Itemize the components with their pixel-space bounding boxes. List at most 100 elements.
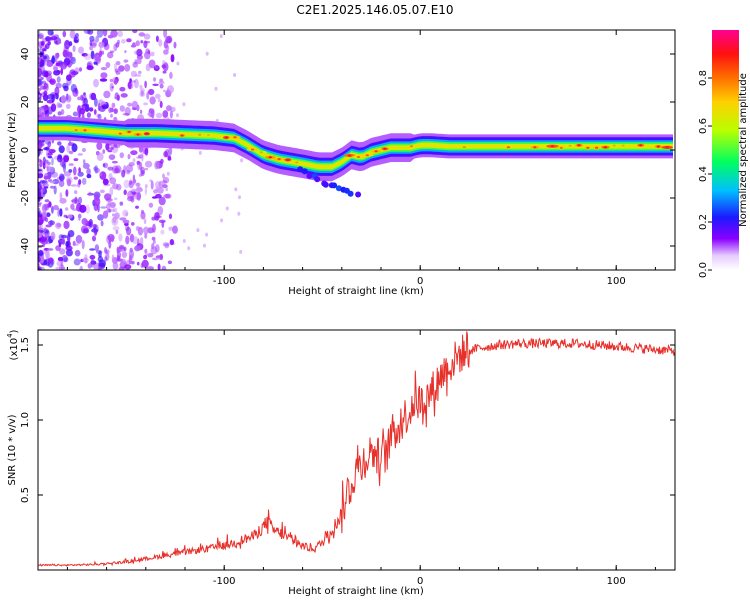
snr-x-label: Height of straight line (km) [288, 586, 424, 597]
noise-blob [137, 226, 143, 236]
noise-blob [47, 161, 52, 165]
spectrogram-y-ticks: -40 -20 0 20 40 [20, 48, 675, 254]
ridge-peak-core [374, 150, 378, 153]
ridge-tail [314, 176, 321, 183]
noise-blob [125, 212, 129, 217]
ridge-peak-core [586, 146, 590, 149]
noise-blob [144, 160, 153, 168]
noise-blob [43, 186, 49, 189]
noise-blob [143, 226, 149, 235]
ridge-peak-core [462, 146, 466, 149]
noise-blob [65, 103, 71, 109]
noise-blob [115, 229, 119, 235]
noise-blob [203, 243, 206, 248]
noise-blob [55, 266, 63, 270]
noise-blob [162, 176, 170, 184]
colorbar-tick-label: 0.6 [698, 118, 709, 134]
noise-blob [108, 240, 112, 249]
noise-blob [214, 86, 218, 91]
spectrogram-heatmap [38, 30, 673, 270]
noise-blob [198, 150, 202, 155]
noise-blob [166, 171, 170, 176]
noise-blob [164, 243, 170, 249]
noise-blob [70, 184, 78, 187]
noise-blob [107, 149, 113, 153]
noise-blob [53, 34, 59, 38]
y-tick-label: 40 [20, 48, 31, 61]
noise-blob [116, 251, 122, 259]
noise-blob [58, 175, 62, 181]
ridge-peak-core [295, 161, 299, 164]
noise-blob [112, 183, 119, 190]
ridge-peak-core [127, 130, 131, 133]
noise-blob [158, 196, 166, 206]
noise-blob [82, 257, 89, 263]
ridge-peak-core [286, 158, 290, 161]
noise-blob [88, 191, 91, 196]
ridge-peak-core [559, 146, 563, 149]
noise-blob [120, 258, 127, 264]
noise-blob [49, 180, 56, 184]
noise-blob [64, 39, 71, 50]
noise-blob [120, 93, 128, 98]
noise-blob [143, 254, 148, 260]
noise-blob [95, 55, 102, 64]
noise-blob [173, 41, 177, 49]
noise-blob [169, 71, 173, 80]
noise-blob [50, 231, 56, 241]
noise-blob [162, 183, 166, 188]
ridge-peak-core [198, 133, 202, 136]
noise-blob [127, 153, 131, 160]
noise-blob [234, 187, 238, 192]
noise-blob [155, 35, 159, 43]
noise-blob [95, 35, 100, 43]
noise-blob [111, 86, 114, 89]
noise-blob [163, 89, 166, 93]
noise-blob [61, 160, 67, 169]
ridge-tail [322, 181, 329, 188]
noise-blob [42, 104, 50, 111]
noise-blob [104, 247, 107, 254]
noise-blob [39, 58, 46, 68]
noise-blob [96, 142, 103, 150]
spectrogram-y-label: Frequency (Hz) [7, 112, 18, 188]
noise-blob [38, 141, 41, 150]
noise-blob [118, 233, 123, 242]
noise-blob [95, 56, 101, 62]
noise-blob [145, 48, 150, 55]
noise-blob [132, 42, 136, 48]
noise-blob [123, 59, 129, 63]
noise-blob [72, 111, 78, 117]
ridge-tail [335, 185, 342, 192]
noise-blob [66, 144, 71, 153]
noise-blob [58, 145, 65, 154]
noise-blob [124, 106, 131, 116]
noise-blob [38, 48, 42, 53]
noise-blob [140, 209, 145, 214]
noise-blob [138, 174, 143, 177]
noise-blob [152, 257, 158, 261]
noise-blob [108, 107, 112, 114]
noise-blob [125, 235, 130, 245]
ridge-tail [306, 172, 313, 179]
noise-blob [105, 198, 113, 202]
noise-blob [73, 258, 81, 266]
spectrogram-x-ticks: -100 0 100 [66, 30, 656, 287]
noise-blob [94, 97, 98, 107]
noise-blob [155, 112, 163, 119]
noise-blob [123, 179, 130, 189]
noise-blob [72, 45, 76, 52]
noise-blob [139, 84, 143, 89]
noise-blob [160, 158, 164, 164]
figure-title: C2E1.2025.146.05.07.E10 [296, 3, 453, 17]
noise-blob [100, 72, 108, 79]
noise-blob [166, 88, 170, 93]
noise-blob [169, 106, 176, 113]
noise-blob [112, 226, 120, 231]
noise-blob [127, 81, 134, 90]
ridge-tail [347, 190, 354, 197]
noise-blob [119, 105, 125, 112]
noise-blob [119, 201, 124, 206]
noise-blob [134, 50, 138, 55]
noise-blob [70, 83, 77, 93]
